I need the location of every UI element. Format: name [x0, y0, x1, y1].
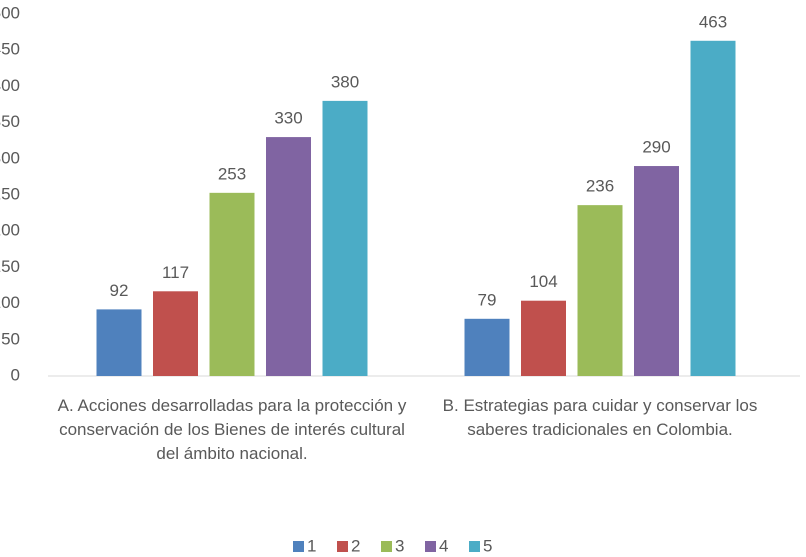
y-tick-label: 0: [11, 365, 20, 384]
data-label: 380: [331, 72, 359, 91]
y-tick-label: 350: [0, 112, 20, 131]
data-label: 463: [699, 12, 727, 31]
data-label: 79: [478, 290, 497, 309]
y-tick-label: 100: [0, 293, 20, 312]
data-label: 117: [162, 263, 189, 282]
data-label: 253: [218, 164, 246, 183]
bar: [153, 291, 198, 376]
legend-swatch: [469, 541, 480, 552]
bar: [464, 318, 510, 376]
x-tick-label: B. Estrategias para cuidar y conservar l…: [442, 396, 758, 439]
y-tick-label: 150: [0, 257, 20, 276]
bar: [521, 300, 566, 376]
bar: [96, 309, 142, 376]
legend-swatch: [381, 541, 392, 552]
bar: [634, 166, 679, 376]
bar: [577, 205, 623, 376]
y-tick-label: 300: [0, 148, 20, 167]
y-tick-label: 200: [0, 221, 20, 240]
data-label: 236: [586, 177, 614, 196]
bar: [266, 137, 311, 376]
legend-label: 1: [307, 536, 316, 555]
data-label: 290: [642, 138, 670, 157]
data-label: 330: [274, 109, 302, 128]
y-tick-label: 50: [1, 329, 20, 348]
legend-swatch: [293, 541, 304, 552]
y-tick-label: 450: [0, 40, 20, 59]
legend-label: 3: [395, 536, 404, 555]
data-label: 92: [110, 281, 129, 300]
legend-label: 4: [439, 536, 448, 555]
y-tick-label: 400: [0, 76, 20, 95]
legend-label: 2: [351, 536, 360, 555]
legend-swatch: [337, 541, 348, 552]
data-label: 104: [529, 272, 557, 291]
y-tick-label: 500: [0, 3, 20, 22]
x-tick-label: A. Acciones desarrolladas para la protec…: [57, 396, 407, 463]
bar: [322, 100, 368, 376]
bar: [209, 192, 255, 376]
y-tick-label: 250: [0, 184, 20, 203]
bar: [690, 40, 736, 377]
legend-label: 5: [483, 536, 492, 555]
legend-swatch: [425, 541, 436, 552]
